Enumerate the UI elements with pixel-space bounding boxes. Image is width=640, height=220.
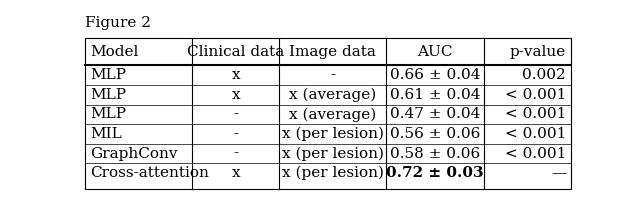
Text: p-value: p-value [510,45,566,59]
Text: 0.47 ± 0.04: 0.47 ± 0.04 [390,107,480,121]
Text: Figure 2: Figure 2 [85,16,151,30]
Text: -: - [233,127,238,141]
Text: 0.002: 0.002 [522,68,566,82]
Text: < 0.001: < 0.001 [505,107,566,121]
Text: x: x [231,166,240,180]
Text: GraphConv: GraphConv [90,147,177,161]
Text: 0.66 ± 0.04: 0.66 ± 0.04 [390,68,480,82]
Text: x: x [231,88,240,102]
Text: Cross-attention: Cross-attention [90,166,209,180]
Text: MLP: MLP [90,88,126,102]
Text: x: x [231,68,240,82]
Text: AUC: AUC [417,45,452,59]
Text: —: — [551,166,566,180]
Text: 0.72 ± 0.03: 0.72 ± 0.03 [386,166,484,180]
Text: -: - [233,107,238,121]
Text: x (per lesion): x (per lesion) [282,146,384,161]
Text: x (per lesion): x (per lesion) [282,127,384,141]
Text: < 0.001: < 0.001 [505,127,566,141]
Text: MIL: MIL [90,127,122,141]
Text: MLP: MLP [90,107,126,121]
Text: MLP: MLP [90,68,126,82]
Text: 0.56 ± 0.06: 0.56 ± 0.06 [390,127,480,141]
Text: -: - [233,147,238,161]
Text: < 0.001: < 0.001 [505,88,566,102]
Text: x (per lesion): x (per lesion) [282,166,384,180]
Text: 0.61 ± 0.04: 0.61 ± 0.04 [390,88,480,102]
Text: Image data: Image data [289,45,376,59]
Text: Model: Model [90,45,138,59]
Text: x (average): x (average) [289,88,376,102]
Text: Clinical data: Clinical data [187,45,284,59]
Text: -: - [330,68,335,82]
Text: 0.58 ± 0.06: 0.58 ± 0.06 [390,147,480,161]
Text: x (average): x (average) [289,107,376,122]
Text: < 0.001: < 0.001 [505,147,566,161]
